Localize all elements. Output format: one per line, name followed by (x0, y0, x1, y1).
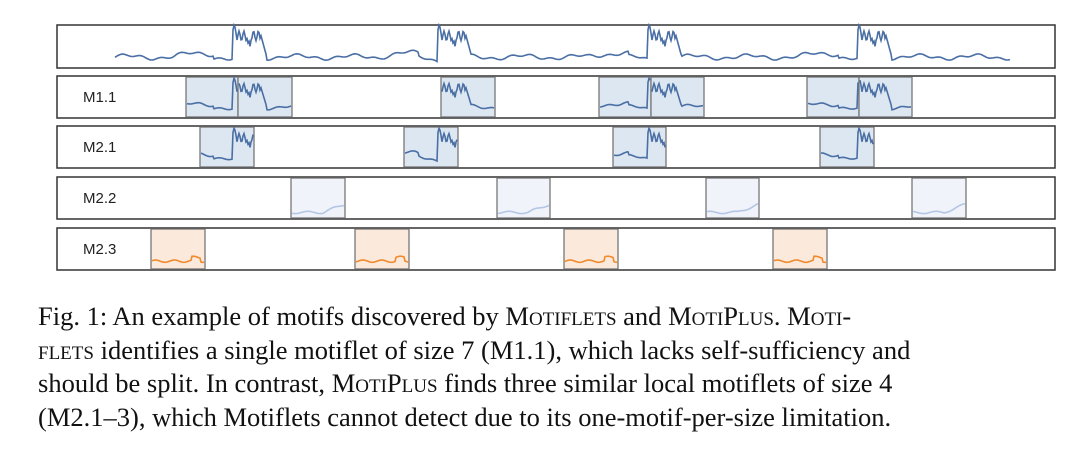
caption-small-caps: MotiPlus (668, 301, 774, 331)
motif-line (564, 255, 618, 264)
motif-box (819, 126, 875, 168)
motif-row-panel (56, 227, 1056, 271)
caption-text: and (616, 301, 669, 331)
motif-line (404, 126, 458, 163)
caption-small-caps: MotiPlus (331, 368, 438, 398)
motif-box (199, 126, 255, 168)
motif-line (807, 82, 859, 110)
motif-line (355, 255, 409, 264)
caption-text: (M2.1–3), which Motiflets cannot detect … (38, 401, 892, 432)
caption-line: Fig. 1: An example of motifs discovered … (38, 300, 1068, 334)
motif-box (598, 76, 652, 118)
motif-box (290, 177, 346, 219)
figure: M1.1 M2.1 M2.2 M2.3 (56, 22, 1056, 271)
series-line (114, 22, 1011, 63)
motif-box (772, 228, 828, 270)
motif-row-panel (56, 176, 1056, 220)
caption-line: should be split. In contrast, MotiPlus f… (38, 367, 1068, 401)
caption-line: flets identifies a single motiflet of si… (38, 334, 1068, 368)
motif-line (613, 126, 666, 160)
motif-box (185, 76, 239, 118)
motif-line (773, 255, 827, 264)
motif-line (151, 255, 205, 264)
motif-line (497, 204, 550, 215)
motif-box (403, 126, 459, 168)
motif-box (563, 228, 619, 270)
motif-line (912, 203, 966, 215)
motif-row-label: M2.2 (83, 190, 116, 207)
motif-line (651, 80, 704, 108)
motif-row-label: M2.3 (83, 241, 116, 258)
motif-line (238, 81, 292, 111)
series-panel (56, 24, 1056, 69)
motif-line (441, 80, 495, 110)
motif-row-label: M1.1 (83, 89, 116, 106)
motif-line (859, 80, 912, 111)
motif-row-label: M2.1 (83, 139, 116, 156)
motif-line (291, 204, 345, 215)
caption-text: should be split. In contrast, (38, 368, 332, 398)
motif-box (150, 228, 206, 270)
motif-line (706, 202, 759, 215)
motif-box (354, 228, 410, 270)
caption-line: (M2.1–3), which Motiflets cannot detect … (38, 401, 1068, 435)
motif-box (237, 76, 293, 118)
caption-small-caps: flets (38, 334, 94, 365)
caption-text: finds three similar local motiflets of s… (437, 368, 893, 398)
motif-line (186, 76, 238, 111)
caption-text: identifies a single motiflet of size 7 (… (93, 334, 911, 365)
caption-small-caps: Motiflets (505, 301, 617, 331)
caption-small-caps: Moti- (787, 301, 852, 331)
caption: Fig. 1: An example of motifs discovered … (38, 300, 1068, 434)
motif-box (858, 76, 913, 118)
caption-text: . (773, 301, 788, 331)
motif-row-panel (56, 125, 1056, 169)
motif-row-panel (56, 75, 1056, 119)
motif-box (612, 126, 667, 168)
motif-line (821, 126, 874, 160)
motif-box (806, 76, 860, 118)
caption-text: Fig. 1: An example of motifs discovered … (38, 301, 506, 331)
motif-line (599, 76, 651, 110)
motif-line (200, 126, 254, 161)
